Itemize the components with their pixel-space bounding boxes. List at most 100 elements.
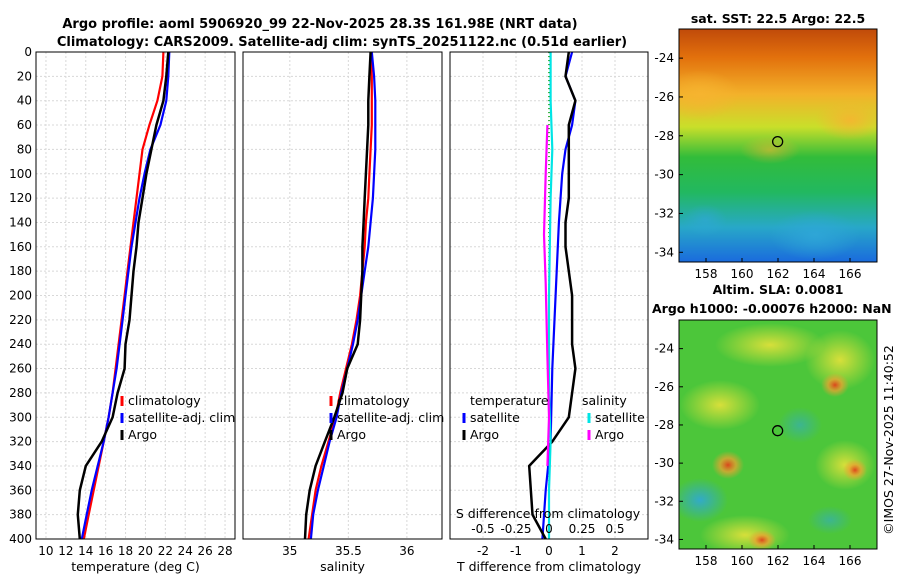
map-x-tick-label: 166 xyxy=(839,267,862,281)
sst-map: sat. SST: 22.5 Argo: 22.5 158 160 162 164 16… xyxy=(654,11,878,281)
series-line-climatology xyxy=(82,51,165,540)
x-tick-label: 1 xyxy=(578,544,586,558)
temperature-panel: 10 12 14 16 18 20 22 24 26 28 temperature (deg C) 0… xyxy=(9,45,236,574)
map-x-tick-label: 162 xyxy=(767,554,790,568)
map-y-tick-label: -28 xyxy=(654,418,674,432)
sst-map-axes: 158 160 162 164 166 -24 -26 -28 -30 -32 -34 xyxy=(654,51,861,281)
s-tick-label: 0.5 xyxy=(605,522,624,536)
legend-label: Argo xyxy=(595,427,624,442)
x-tick-label: 35 xyxy=(282,544,297,558)
y-tick-label: 200 xyxy=(9,289,32,303)
y-tick-label: 220 xyxy=(9,313,32,327)
legend-label: satellite xyxy=(595,410,645,425)
legend-title-temperature: temperature xyxy=(470,393,549,408)
y-tick-label: 340 xyxy=(9,459,32,473)
y-tick-label: 20 xyxy=(17,69,32,83)
sst-map-field xyxy=(679,29,877,262)
map-y-tick-label: -30 xyxy=(654,456,674,470)
legend-label: Argo xyxy=(337,427,366,442)
difference-panel: -2 -1 0 1 2T difference from climatology temp… xyxy=(449,51,649,574)
s-axis-title: S difference from climatology xyxy=(456,506,641,521)
plot-frame xyxy=(35,51,236,540)
y-tick-label: 180 xyxy=(9,264,32,278)
series-line-temperature-argo xyxy=(527,51,577,540)
y-tick-label: 400 xyxy=(9,532,32,546)
series-line-argo xyxy=(303,51,372,540)
y-tick-label: 40 xyxy=(17,94,32,108)
x-tick-label: -1 xyxy=(510,544,522,558)
argo-position-marker xyxy=(771,425,784,437)
map-x-tick-label: 158 xyxy=(695,267,718,281)
legend-label: Argo xyxy=(128,427,157,442)
map-y-tick-label: -32 xyxy=(654,206,674,220)
argo-position-marker xyxy=(771,135,784,148)
y-tick-label: 100 xyxy=(9,167,32,181)
map-x-tick-label: 166 xyxy=(839,554,862,568)
plot-frame xyxy=(242,51,443,540)
legend-title-salinity: salinity xyxy=(582,393,627,408)
map-y-tick-label: -26 xyxy=(654,90,674,104)
x-tick-label: 22 xyxy=(158,544,173,558)
x-tick-label: 28 xyxy=(217,544,232,558)
legend-label: Argo xyxy=(470,427,499,442)
y-tick-label: 300 xyxy=(9,410,32,424)
y-tick-label: 0 xyxy=(24,45,32,59)
x-axis-label: T difference from climatology xyxy=(456,559,642,574)
y-tick-label: 140 xyxy=(9,215,32,229)
x-tick-label: 10 xyxy=(38,544,53,558)
y-tick-label: 80 xyxy=(17,142,32,156)
s-tick-label: -0.25 xyxy=(500,522,531,536)
x-tick-label: 35.5 xyxy=(335,544,362,558)
map-x-tick-label: 160 xyxy=(731,267,754,281)
x-tick-label: 20 xyxy=(138,544,153,558)
sla-map-axes: 158 160 162 164 166 -24 -26 -28 -30 -32 -34 xyxy=(654,342,861,568)
sst-map-title: sat. SST: 22.5 Argo: 22.5 xyxy=(691,11,865,26)
legend-label: satellite-adj. clim xyxy=(337,410,444,425)
imos-credit: ©IMOS 27-Nov-2025 11:40:52 xyxy=(881,345,896,535)
y-tick-label: 280 xyxy=(9,386,32,400)
series-line-salinity-argo xyxy=(542,124,551,466)
y-tick-label: 360 xyxy=(9,483,32,497)
map-x-tick-label: 164 xyxy=(803,267,826,281)
x-tick-label: 18 xyxy=(118,544,133,558)
map-y-tick-label: -34 xyxy=(654,532,674,546)
x-tick-label: 16 xyxy=(98,544,113,558)
series-line-argo xyxy=(76,51,170,540)
salinity-panel: 35 35.5 36 salinity climatology satellite-adj… xyxy=(242,51,444,574)
map-x-tick-label: 162 xyxy=(767,267,790,281)
s-tick-label: 0.25 xyxy=(569,522,596,536)
map-x-tick-label: 158 xyxy=(695,554,718,568)
legend-label: climatology xyxy=(128,393,201,408)
x-axis-label: salinity xyxy=(320,559,365,574)
y-tick-label: 380 xyxy=(9,508,32,522)
map-x-tick-label: 164 xyxy=(803,554,826,568)
map-x-tick-label: 160 xyxy=(731,554,754,568)
map-y-tick-label: -32 xyxy=(654,494,674,508)
x-axis-label: temperature (deg C) xyxy=(71,559,200,574)
y-tick-label: 260 xyxy=(9,362,32,376)
sla-map-field xyxy=(679,320,877,549)
map-y-tick-label: -34 xyxy=(654,245,674,259)
x-tick-label: -2 xyxy=(477,544,489,558)
y-tick-label: 120 xyxy=(9,191,32,205)
figure-title-line1: Argo profile: aoml 5906920_99 22-Nov-202… xyxy=(62,17,577,32)
s-tick-label: 0 xyxy=(545,522,553,536)
x-tick-label: 2 xyxy=(611,544,619,558)
sla-map-title-line2: Argo h1000: -0.00076 h2000: NaN xyxy=(652,301,892,316)
y-tick-label: 160 xyxy=(9,240,32,254)
map-y-tick-label: -24 xyxy=(654,342,674,356)
series-line-satellite-adj-clim xyxy=(80,51,171,540)
plot-frame xyxy=(449,51,649,540)
y-tick-label: 240 xyxy=(9,337,32,351)
map-y-tick-label: -24 xyxy=(654,51,674,65)
y-tick-label: 60 xyxy=(17,118,32,132)
x-tick-label: 0 xyxy=(545,544,553,558)
s-tick-label: -0.5 xyxy=(471,522,494,536)
x-tick-label: 26 xyxy=(198,544,213,558)
sla-map-title-line1: Altim. SLA: 0.0081 xyxy=(713,282,844,297)
map-y-tick-label: -28 xyxy=(654,129,674,143)
legend-label: climatology xyxy=(337,393,410,408)
map-y-tick-label: -26 xyxy=(654,380,674,394)
sla-map: Altim. SLA: 0.0081 Argo h1000: -0.00076 … xyxy=(652,282,892,568)
